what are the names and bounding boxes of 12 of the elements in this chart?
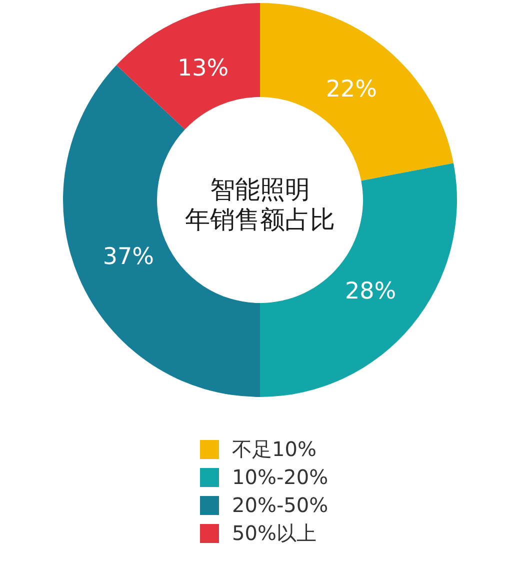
data-label: 37% [102,244,154,270]
text: 年销售额占比 [185,205,335,235]
legend-label: 50%以上 [232,521,316,545]
legend-label: 20%-50% [232,493,328,517]
data-label: 28% [344,278,396,304]
donut-slice [260,163,457,397]
data-label: 13% [177,55,229,82]
donut-slice [116,3,260,130]
data-label: 22% [326,76,377,102]
legend-label: 不足10% [232,437,316,461]
text: 智能照明 [210,175,310,205]
legend-label: 10%-20% [232,465,328,489]
